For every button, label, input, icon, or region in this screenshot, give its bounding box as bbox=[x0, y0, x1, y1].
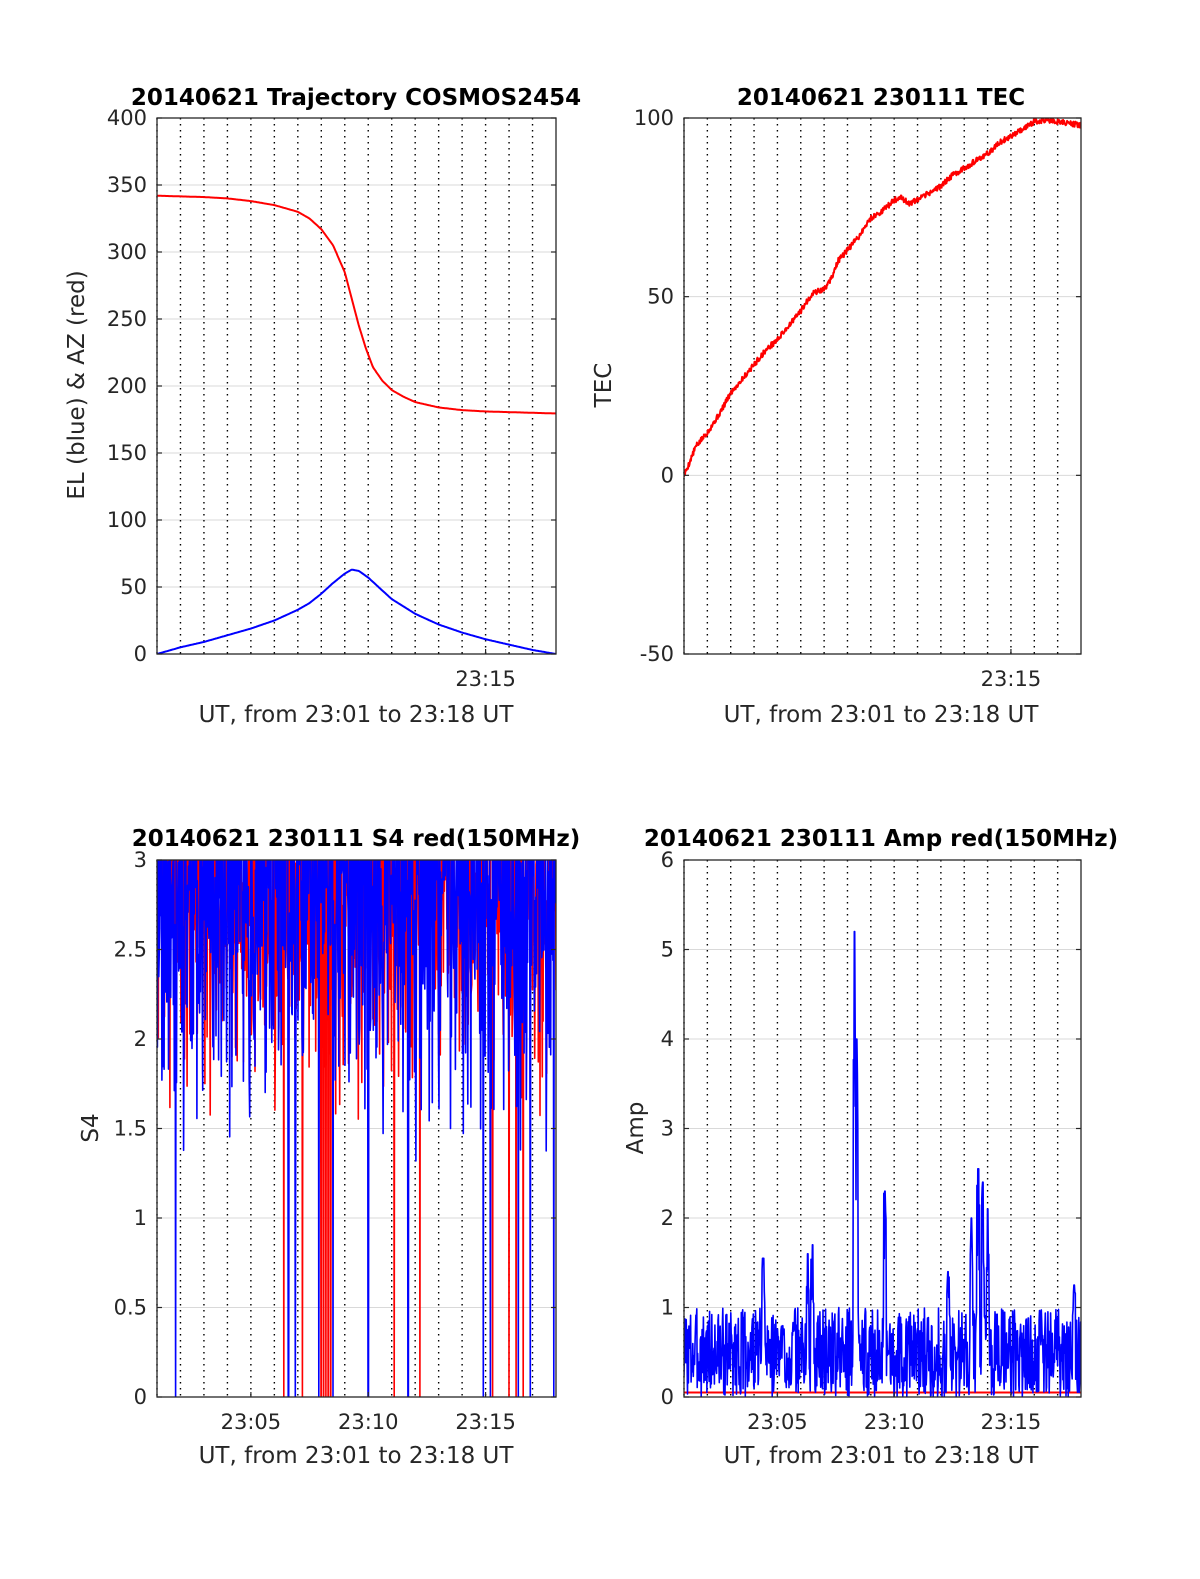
trajectory-series-1 bbox=[157, 568, 556, 654]
amp-title: 20140621 230111 Amp red(150MHz) bbox=[644, 826, 1118, 852]
s4-ytick-label: 0 bbox=[134, 1385, 147, 1409]
s4-ytick-label: 2.5 bbox=[114, 938, 147, 962]
s4-ytick-label: 1 bbox=[134, 1206, 147, 1230]
amp-ytick-label: 1 bbox=[661, 1296, 674, 1320]
s4-xlabel: UT, from 23:01 to 23:18 UT bbox=[199, 1443, 515, 1469]
s4-xtick-label: 23:15 bbox=[455, 1410, 516, 1434]
trajectory-series-0 bbox=[157, 194, 556, 415]
s4-panel: 20140621 230111 S4 red(150MHz) UT, from … bbox=[78, 826, 581, 1469]
amp-plot-area bbox=[684, 930, 1081, 1397]
amp-ytick-label: 5 bbox=[661, 938, 674, 962]
amp-ytick-label: 0 bbox=[661, 1385, 674, 1409]
amp-xtick-label: 23:05 bbox=[747, 1410, 808, 1434]
trajectory-ytick-label: 0 bbox=[134, 642, 147, 666]
s4-series-1 bbox=[157, 860, 556, 1397]
trajectory-ytick-label: 100 bbox=[107, 508, 147, 532]
amp-xtick-label: 23:10 bbox=[864, 1410, 925, 1434]
amp-xtick-label: 23:15 bbox=[981, 1410, 1042, 1434]
trajectory-title: 20140621 Trajectory COSMOS2454 bbox=[131, 85, 581, 111]
amp-series-1 bbox=[684, 930, 1081, 1397]
s4-ytick-label: 2 bbox=[134, 1027, 147, 1051]
tec-ytick-label: 100 bbox=[634, 106, 674, 130]
amp-panel: 20140621 230111 Amp red(150MHz) UT, from… bbox=[623, 826, 1118, 1469]
amp-ytick-label: 4 bbox=[661, 1027, 674, 1051]
trajectory-ylabel: EL (blue) & AZ (red) bbox=[64, 270, 90, 499]
trajectory-ytick-label: 250 bbox=[107, 307, 147, 331]
s4-ylabel: S4 bbox=[78, 1113, 104, 1142]
s4-ytick-label: 0.5 bbox=[114, 1296, 147, 1320]
amp-ytick-label: 2 bbox=[661, 1206, 674, 1230]
s4-xtick-label: 23:05 bbox=[221, 1410, 282, 1434]
s4-xtick-label: 23:10 bbox=[338, 1410, 399, 1434]
tec-title: 20140621 230111 TEC bbox=[737, 85, 1025, 111]
trajectory-ytick-label: 50 bbox=[120, 575, 147, 599]
tec-ytick-label: -50 bbox=[640, 642, 674, 666]
s4-title: 20140621 230111 S4 red(150MHz) bbox=[132, 826, 581, 852]
tec-axes-box bbox=[683, 117, 1082, 655]
s4-plot-area bbox=[157, 860, 556, 1397]
trajectory-plot-area bbox=[157, 194, 556, 654]
amp-ylabel: Amp bbox=[623, 1102, 649, 1155]
trajectory-xtick-label: 23:15 bbox=[455, 667, 516, 691]
s4-ytick-label: 3 bbox=[134, 848, 147, 872]
tec-panel: 20140621 230111 TEC UT, from 23:01 to 23… bbox=[591, 85, 1082, 728]
tec-ytick-label: 50 bbox=[647, 285, 674, 309]
amp-ytick-label: 3 bbox=[661, 1117, 674, 1141]
s4-ytick-label: 1.5 bbox=[114, 1117, 147, 1141]
tec-ylabel: TEC bbox=[591, 363, 617, 409]
trajectory-ytick-label: 400 bbox=[107, 106, 147, 130]
trajectory-ytick-label: 150 bbox=[107, 441, 147, 465]
tec-xlabel: UT, from 23:01 to 23:18 UT bbox=[724, 702, 1040, 728]
trajectory-ytick-label: 200 bbox=[107, 374, 147, 398]
trajectory-ytick-label: 350 bbox=[107, 173, 147, 197]
tec-series-0 bbox=[684, 118, 1081, 477]
trajectory-ytick-label: 300 bbox=[107, 240, 147, 264]
tec-ytick-label: 0 bbox=[661, 463, 674, 487]
tec-xtick-label: 23:15 bbox=[981, 667, 1042, 691]
tec-plot-area bbox=[684, 118, 1081, 477]
amp-ytick-label: 6 bbox=[661, 848, 674, 872]
trajectory-panel: 20140621 Trajectory COSMOS2454 UT, from … bbox=[64, 85, 581, 728]
amp-xlabel: UT, from 23:01 to 23:18 UT bbox=[724, 1443, 1040, 1469]
trajectory-xlabel: UT, from 23:01 to 23:18 UT bbox=[199, 702, 515, 728]
